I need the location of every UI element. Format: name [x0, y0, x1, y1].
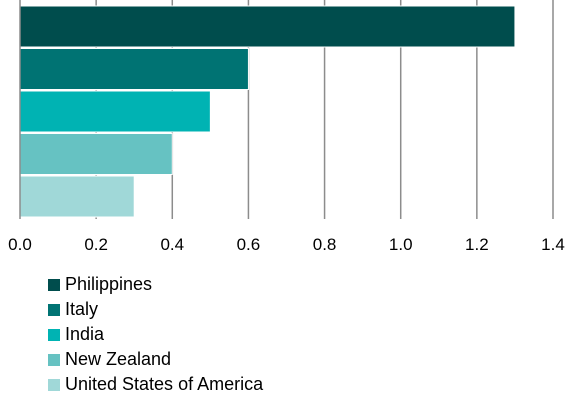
bar-new-zealand — [19, 133, 173, 175]
legend-label: Italy — [65, 299, 99, 319]
legend-item-new-zealand: New Zealand — [48, 347, 263, 372]
legend-label: India — [65, 324, 105, 344]
legend-swatch — [48, 303, 60, 316]
x-tick-label: 1.0 — [389, 235, 413, 254]
legend: Philippines Italy India New Zealand Unit… — [48, 272, 263, 397]
bar-chart: 0.0 0.2 0.4 0.6 0.8 1.0 1.2 1.4 — [8, 0, 565, 254]
legend-swatch — [48, 378, 60, 391]
x-tick-label: 0.2 — [84, 235, 108, 254]
legend-label: United States of America — [65, 374, 264, 394]
legend-item-philippines: Philippines — [48, 272, 263, 297]
legend-swatch — [48, 278, 60, 291]
x-tick-label: 0.0 — [8, 235, 32, 254]
bars — [19, 5, 516, 218]
legend-item-united-states: United States of America — [48, 372, 263, 397]
x-tick-label: 1.4 — [541, 235, 565, 254]
legend-item-italy: Italy — [48, 297, 263, 322]
x-tick-label: 0.8 — [313, 235, 337, 254]
bar-philippines — [19, 5, 516, 48]
bar-italy — [19, 48, 249, 90]
x-tick-label: 0.6 — [237, 235, 261, 254]
legend-label: Philippines — [65, 274, 153, 294]
x-tick-label: 1.2 — [465, 235, 489, 254]
bar-india — [19, 90, 211, 133]
legend-label: New Zealand — [65, 349, 172, 369]
legend-swatch — [48, 353, 60, 366]
legend-item-india: India — [48, 322, 263, 347]
x-tick-label: 0.4 — [160, 235, 184, 254]
legend-swatch — [48, 328, 60, 341]
bar-united-states-of-america — [19, 175, 135, 218]
x-axis-ticks: 0.0 0.2 0.4 0.6 0.8 1.0 1.2 1.4 — [8, 235, 565, 254]
